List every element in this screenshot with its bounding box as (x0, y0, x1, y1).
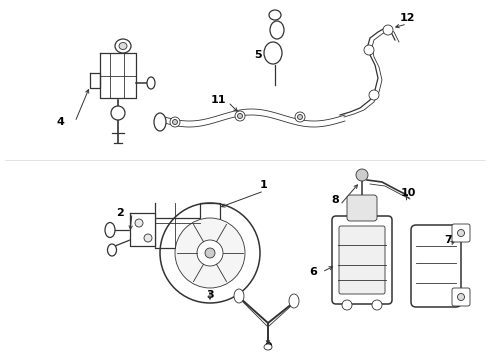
Text: 4: 4 (56, 117, 64, 127)
Ellipse shape (107, 244, 117, 256)
Circle shape (238, 113, 243, 118)
Ellipse shape (147, 77, 155, 89)
Circle shape (295, 112, 305, 122)
Polygon shape (90, 73, 100, 88)
Circle shape (170, 117, 180, 127)
Ellipse shape (269, 10, 281, 20)
FancyBboxPatch shape (339, 226, 385, 294)
Text: 2: 2 (116, 208, 124, 218)
Text: 6: 6 (309, 267, 317, 277)
Circle shape (342, 300, 352, 310)
Circle shape (205, 248, 215, 258)
Text: 11: 11 (210, 95, 226, 105)
Circle shape (383, 25, 393, 35)
Ellipse shape (154, 113, 166, 131)
Text: 3: 3 (206, 290, 214, 300)
Text: 10: 10 (400, 188, 416, 198)
Ellipse shape (234, 289, 244, 303)
Ellipse shape (105, 222, 115, 238)
FancyBboxPatch shape (452, 224, 470, 242)
FancyBboxPatch shape (452, 288, 470, 306)
Ellipse shape (289, 294, 299, 308)
Circle shape (458, 293, 465, 301)
Text: 9: 9 (264, 342, 272, 352)
Circle shape (364, 45, 374, 55)
FancyBboxPatch shape (332, 216, 392, 304)
Ellipse shape (119, 42, 127, 49)
Circle shape (160, 203, 260, 303)
Ellipse shape (270, 21, 284, 39)
Circle shape (372, 300, 382, 310)
Circle shape (135, 219, 143, 227)
Polygon shape (100, 53, 136, 98)
Text: 8: 8 (331, 195, 339, 205)
Text: 7: 7 (444, 235, 452, 245)
FancyBboxPatch shape (347, 195, 377, 221)
Ellipse shape (115, 39, 131, 53)
Circle shape (369, 90, 379, 100)
Polygon shape (155, 203, 220, 248)
Polygon shape (130, 213, 155, 246)
Circle shape (297, 114, 302, 120)
Circle shape (111, 106, 125, 120)
Text: 5: 5 (254, 50, 262, 60)
Circle shape (175, 218, 245, 288)
Text: 12: 12 (399, 13, 415, 23)
Text: 1: 1 (260, 180, 268, 190)
Circle shape (458, 230, 465, 237)
Ellipse shape (264, 42, 282, 64)
Circle shape (172, 120, 177, 125)
Ellipse shape (264, 344, 272, 350)
Circle shape (235, 111, 245, 121)
Circle shape (197, 240, 223, 266)
FancyBboxPatch shape (411, 225, 461, 307)
Circle shape (356, 169, 368, 181)
Circle shape (144, 234, 152, 242)
